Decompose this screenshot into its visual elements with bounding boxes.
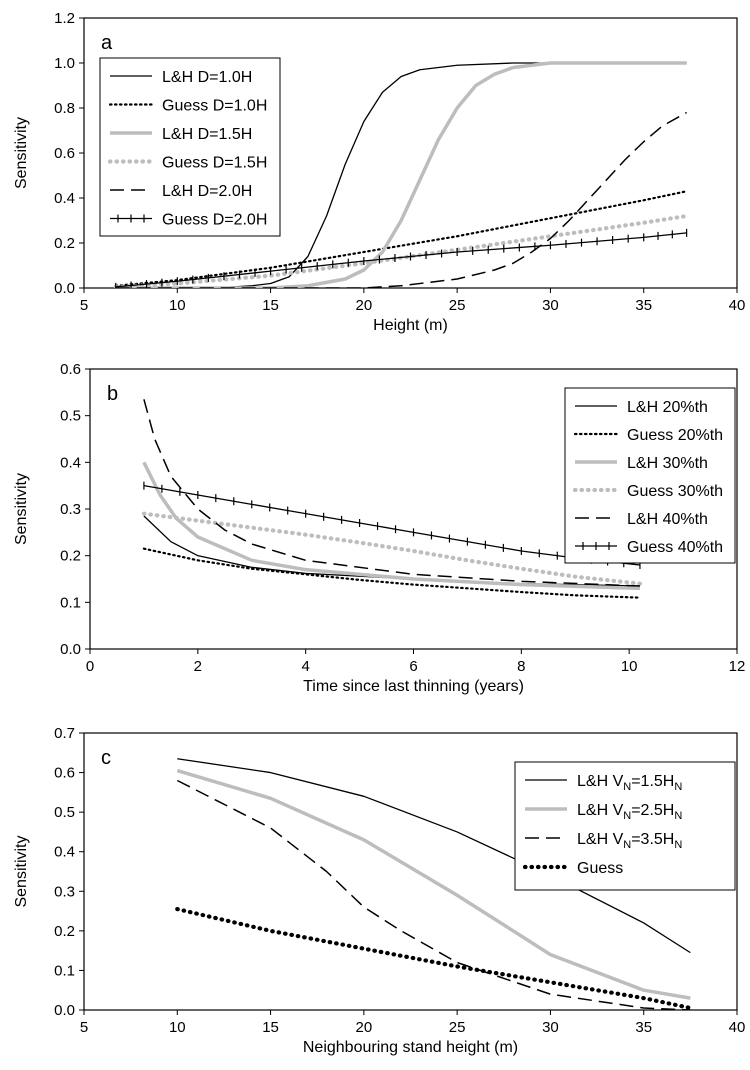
series-b-3-line xyxy=(141,511,643,586)
y-tick-label: 0.2 xyxy=(54,235,75,252)
x-tick-label: 5 xyxy=(80,1019,88,1036)
x-tick-label: 10 xyxy=(621,658,638,675)
x-tick-label: 15 xyxy=(262,297,279,314)
legend-entry: Guess xyxy=(577,860,623,877)
series-c-1-line xyxy=(176,768,691,1000)
y-axis-label: Sensitivity xyxy=(13,117,30,189)
legend-box xyxy=(99,57,281,237)
y-tick-label: 1.0 xyxy=(54,55,75,72)
legend-entry: Guess 30%th xyxy=(627,483,723,500)
legend-box xyxy=(564,387,736,564)
legend-entry: Guess 40%th xyxy=(627,539,723,556)
series-group xyxy=(175,758,693,1010)
legend-entry: L&H D=1.5H xyxy=(162,126,252,143)
x-tick-label: 35 xyxy=(635,297,652,314)
legend-entry: Guess 20%th xyxy=(627,427,723,444)
panel-c: 0.0 0.1 0.2 0.3 0.4 0.5 0.6 0.7 5 10 15 20 25 30 35 40 N… xyxy=(13,725,745,1056)
x-tick-label: 2 xyxy=(194,658,202,675)
y-tick-label: 0.1 xyxy=(54,962,75,979)
legend-entry: L&H VN=1.5HN xyxy=(577,773,682,793)
series-b-5-line xyxy=(143,485,641,566)
y-tick-label: 0.5 xyxy=(60,408,81,425)
x-axis-label: Time since last thinning (years) xyxy=(303,678,524,695)
y-tick-label: 0.4 xyxy=(54,844,75,861)
series-b-4-line xyxy=(143,399,640,587)
series-a-0-line xyxy=(115,62,687,288)
legend: L&H D=1.0H Guess D=1.0H L&H D=1.5H Guess D=… xyxy=(99,57,281,237)
series-b-1-line xyxy=(142,547,642,599)
series-a-4-line xyxy=(115,111,687,288)
y-tick-label: 0.6 xyxy=(54,765,75,782)
x-tick-label: 35 xyxy=(635,1019,652,1036)
plot-frame xyxy=(83,732,738,1011)
series-group xyxy=(141,399,643,599)
panel-b: 0.0 0.1 0.2 0.3 0.4 0.5 0.6 0 2 4 6 8 10 12 Time since… xyxy=(13,361,745,695)
series-b-2-line xyxy=(142,461,641,591)
series-c-2-line xyxy=(176,779,691,1010)
legend-entry: L&H D=2.0H xyxy=(162,183,252,200)
x-tick-label: 20 xyxy=(356,1019,373,1036)
y-tick-label: 0.0 xyxy=(54,280,75,297)
legend: L&H VN=1.5HN L&H VN=2.5HN L&H VN=3.5HN Gues… xyxy=(514,761,736,891)
x-tick-label: 40 xyxy=(729,297,746,314)
legend-entry: L&H 40%th xyxy=(627,511,708,528)
series-a-2-line xyxy=(115,61,687,288)
y-tick-label: 0.7 xyxy=(54,725,75,742)
y-tick-label: 0.6 xyxy=(60,361,81,378)
x-tick-label: 5 xyxy=(80,297,88,314)
legend-entry: L&H 30%th xyxy=(627,455,708,472)
panel-a: 0.0 0.2 0.4 0.6 0.8 1.0 1.2 5 10 15 20 25 30 35 40 Heig… xyxy=(13,10,745,334)
y-tick-label: 0.4 xyxy=(54,190,75,207)
y-tick-label: 0.5 xyxy=(54,804,75,821)
y-tick-label: 0.0 xyxy=(60,641,81,658)
y-tick-label: 0.1 xyxy=(60,594,81,611)
legend-entry: L&H D=1.0H xyxy=(162,69,252,86)
series-c-0-line xyxy=(177,758,691,954)
x-tick-label: 8 xyxy=(517,658,525,675)
x-tick-label: 25 xyxy=(449,297,466,314)
y-tick-label: 1.2 xyxy=(54,10,75,27)
legend-entry: L&H VN=2.5HN xyxy=(577,802,682,822)
panel-label: b xyxy=(107,383,118,405)
x-tick-label: 0 xyxy=(86,658,94,675)
x-tick-label: 10 xyxy=(169,1019,186,1036)
x-tick-label: 10 xyxy=(169,297,186,314)
x-tick-label: 30 xyxy=(542,297,559,314)
y-tick-label: 0.4 xyxy=(60,454,81,471)
legend-entry: Guess D=1.0H xyxy=(162,98,267,115)
x-axis-label: Height (m) xyxy=(373,317,448,334)
x-tick-label: 40 xyxy=(729,1019,746,1036)
legend-entry: L&H 20%th xyxy=(627,399,708,416)
y-tick-label: 0.0 xyxy=(54,1002,75,1019)
y-tick-label: 0.2 xyxy=(60,548,81,565)
y-axis-label: Sensitivity xyxy=(13,835,30,907)
y-tick-label: 0.2 xyxy=(54,923,75,940)
x-tick-label: 20 xyxy=(356,297,373,314)
y-axis-label: Sensitivity xyxy=(13,473,30,545)
y-tick-label: 0.3 xyxy=(54,883,75,900)
y-tick-label: 0.6 xyxy=(54,145,75,162)
x-tick-label: 30 xyxy=(542,1019,559,1036)
x-tick-label: 4 xyxy=(301,658,309,675)
legend-entry: L&H VN=3.5HN xyxy=(577,831,682,851)
series-group xyxy=(113,61,689,288)
legend-entry: Guess D=2.0H xyxy=(162,212,267,229)
x-tick-label: 6 xyxy=(409,658,417,675)
legend-entry: Guess D=1.5H xyxy=(162,155,267,172)
x-tick-label: 12 xyxy=(729,658,746,675)
panel-label: a xyxy=(101,32,113,54)
legend: L&H 20%th Guess 20%th L&H 30%th Guess 30%th… xyxy=(564,387,736,564)
x-tick-label: 15 xyxy=(262,1019,279,1036)
x-tick-label: 25 xyxy=(449,1019,466,1036)
y-tick-label: 0.8 xyxy=(54,100,75,117)
panel-label: c xyxy=(101,747,111,769)
y-tick-label: 0.3 xyxy=(60,501,81,518)
x-axis-label: Neighbouring stand height (m) xyxy=(303,1039,518,1056)
series-c-3-line xyxy=(175,906,693,1010)
